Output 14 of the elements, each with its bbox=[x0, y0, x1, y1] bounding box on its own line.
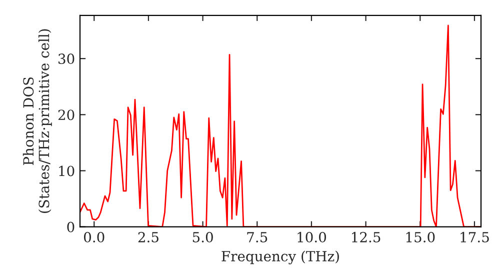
x-tick-label: 5.0 bbox=[192, 232, 213, 242]
x-axis-title: Frequency (THz) bbox=[222, 250, 339, 264]
x-tick-label: 17.5 bbox=[460, 232, 489, 242]
x-tick-label: 2.5 bbox=[138, 232, 158, 242]
x-tick-label: 10.0 bbox=[298, 232, 326, 242]
y-tick-label: 0 bbox=[67, 222, 74, 232]
x-tick-label: 12.5 bbox=[352, 232, 380, 242]
y-axis-title: Phonon DOS (States/THz·primitive cell) bbox=[22, 29, 52, 213]
x-tick-label: 7.5 bbox=[247, 232, 268, 242]
y-tick-label: 30 bbox=[58, 54, 74, 64]
y-tick-label: 10 bbox=[59, 166, 74, 176]
x-tick-label: 0.0 bbox=[84, 232, 104, 242]
y-tick-label: 20 bbox=[58, 110, 74, 120]
x-tick-label: 15.0 bbox=[406, 232, 435, 242]
